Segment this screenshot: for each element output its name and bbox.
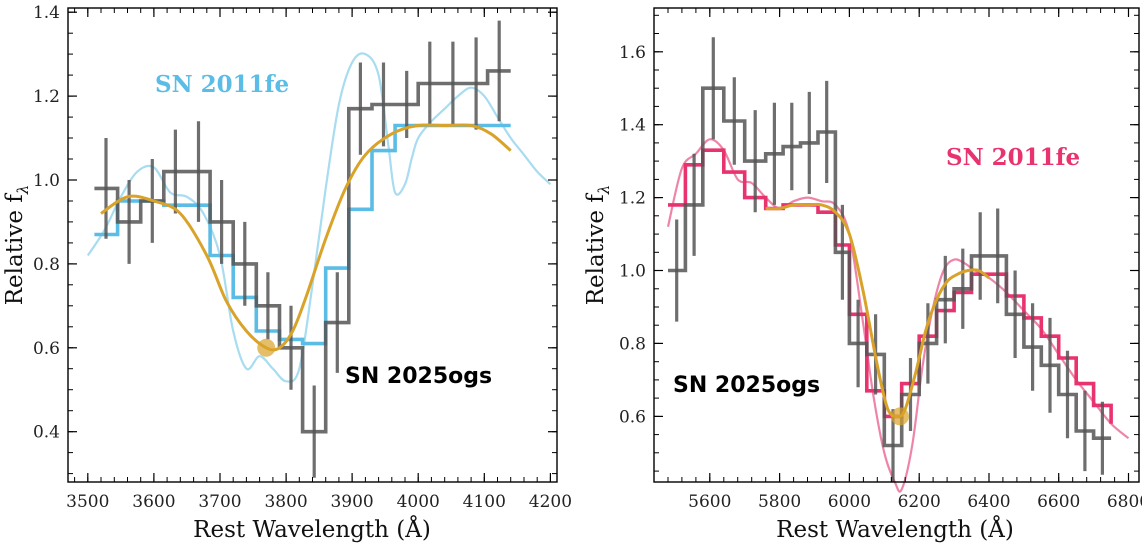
left-observed-step-line: [94, 69, 511, 434]
left-fit-layer: [100, 123, 512, 357]
right-fit-layer: [765, 202, 990, 426]
left-y-tick-label: 1.0: [33, 171, 60, 191]
right-x-tick-label: 5800: [758, 492, 801, 512]
left-y-tick-label: 0.8: [33, 255, 60, 275]
right-y-axis-label-main: Relative f: [583, 193, 609, 306]
left-panel: 3500 3600 3700 3800 3900 4000 4100 4200 0.4 0.6 0.…: [2, 3, 572, 543]
left-x-tick-label: 4000: [397, 492, 440, 512]
right-y-tick-label: 1.2: [619, 189, 646, 209]
right-y-tick-label: 1.0: [619, 262, 646, 282]
right-plot-frame: [653, 7, 1140, 483]
left-y-tick-label: 0.6: [33, 339, 60, 359]
left-reference-annotation: SN 2011fe: [155, 71, 289, 98]
left-y-axis-label-main: Relative f: [2, 193, 28, 306]
right-x-axis-label: Rest Wavelength (Å): [776, 515, 1014, 543]
right-y-tick-label: 0.6: [619, 407, 646, 427]
right-y-axis-label: Relative fλ: [583, 185, 613, 306]
right-target-annotation: SN 2025ogs: [673, 373, 820, 398]
right-observed-layer: [668, 37, 1112, 482]
left-x-tick-label: 3900: [330, 492, 373, 512]
left-reference-spectrum-line: [86, 52, 552, 383]
right-y-tick-label: 1.4: [619, 116, 646, 136]
right-reference-spectrum-line: [666, 138, 1130, 493]
right-reference-spectrum-layer: [666, 138, 1130, 493]
right-reference-annotation: SN 2011fe: [946, 144, 1080, 171]
left-plot-frame: [67, 7, 558, 483]
left-y-axis-label: Relative fλ: [2, 185, 32, 306]
left-x-tick-label: 3500: [66, 492, 109, 512]
left-ticks: 3500 3600 3700 3800 3900 4000 4100 4200 0.4 0.6 0.…: [33, 3, 572, 512]
right-y-tick-label: 1.6: [619, 43, 646, 63]
left-x-tick-label: 4200: [529, 492, 572, 512]
left-fit-line: [100, 123, 512, 352]
right-observed-step-line: [668, 86, 1112, 448]
right-x-tick-label: 6400: [967, 492, 1010, 512]
right-y-axis-label-sub: λ: [595, 185, 613, 196]
right-x-tick-label: 6200: [898, 492, 941, 512]
right-x-tick-label: 6600: [1037, 492, 1080, 512]
left-x-tick-label: 4100: [463, 492, 506, 512]
right-fit-minimum-marker: [891, 407, 909, 426]
left-y-tick-label: 0.4: [33, 423, 60, 443]
left-y-axis-label-sub: λ: [14, 185, 32, 196]
left-fit-minimum-marker: [257, 338, 276, 357]
left-y-tick-label: 1.4: [33, 3, 60, 23]
left-y-tick-label: 1.2: [33, 87, 60, 107]
left-x-tick-label: 3600: [132, 492, 175, 512]
left-x-tick-label: 3700: [198, 492, 241, 512]
left-x-axis-label: Rest Wavelength (Å): [193, 515, 431, 543]
right-x-tick-label: 5600: [688, 492, 731, 512]
right-x-tick-label: 6000: [828, 492, 871, 512]
right-y-tick-label: 0.8: [619, 334, 646, 354]
left-target-annotation: SN 2025ogs: [345, 364, 492, 389]
left-reference-spectrum-layer: [86, 52, 552, 383]
left-observed-layer: [94, 20, 511, 478]
left-x-tick-label: 3800: [264, 492, 307, 512]
